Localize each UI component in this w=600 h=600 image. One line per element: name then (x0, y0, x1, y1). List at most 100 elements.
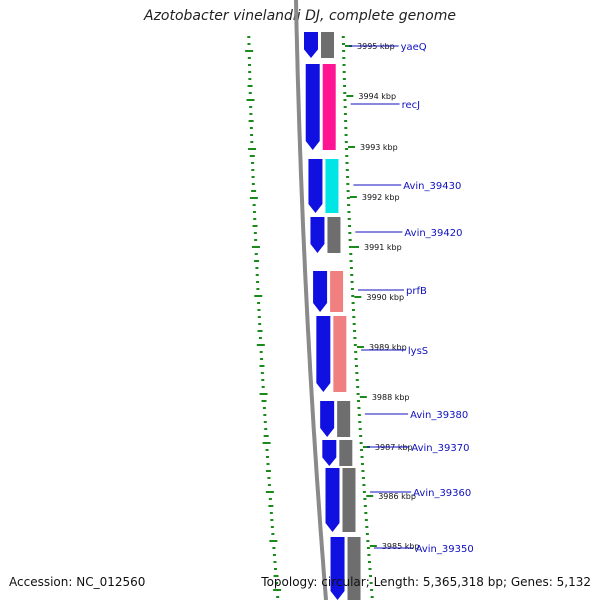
gene-label: prfB (406, 286, 427, 297)
genes-value: 5,132 (556, 575, 591, 589)
gc-dot-left (264, 428, 268, 430)
gc-dot-right (351, 295, 355, 297)
gc-dot-right (351, 302, 355, 304)
gc-dot-left (270, 526, 274, 528)
length-value: 5,365,318 bp (422, 575, 503, 589)
genes-label: Genes: (510, 575, 553, 589)
gc-dot-left (272, 554, 276, 556)
gc-dot-right (344, 120, 348, 122)
gc-dot-right (342, 57, 346, 59)
gc-dot-left (273, 575, 279, 577)
gene-category-box (339, 440, 353, 466)
gc-dot-left (248, 92, 252, 94)
gc-dot-left (266, 463, 270, 465)
gc-dot-left (259, 365, 265, 367)
map-title: Azotobacter vinelandii DJ, complete geno… (144, 8, 456, 24)
gene-label: Avin_39350 (416, 544, 474, 555)
gc-dot-left (248, 148, 257, 150)
cds-arrow (322, 440, 337, 466)
gc-dot-right (354, 365, 358, 367)
cds-arrow (304, 32, 319, 58)
gc-dot-right (345, 155, 349, 157)
gc-dot-left (269, 540, 278, 542)
gc-dot-right (360, 456, 364, 458)
gc-dot-right (353, 337, 357, 339)
gc-dot-left (257, 309, 261, 311)
gc-dot-right (359, 435, 363, 437)
gc-dot-right (345, 169, 349, 171)
gene-label: Avin_39370 (411, 443, 469, 454)
gene-label: lysS (408, 346, 428, 357)
gc-dot-right (366, 547, 370, 549)
gc-dot-left (258, 337, 262, 339)
gc-dot-left (254, 295, 263, 297)
gc-dot-right (357, 414, 361, 416)
gene-category-box (321, 32, 335, 58)
gene-label: recJ (402, 100, 421, 111)
gc-dot-left (255, 267, 259, 269)
gene-label-track: yaeQ recJ Avin_39430 Avin_39420 prfB lysS Avin… (349, 42, 474, 555)
gc-dot-right (343, 106, 347, 108)
gc-dot-left (267, 484, 271, 486)
gc-dot-left (272, 547, 276, 549)
gene-label: Avin_39360 (413, 488, 471, 499)
gc-dot-right (349, 267, 353, 269)
gc-dot-right (344, 141, 348, 143)
gc-dot-right (363, 498, 367, 500)
gc-dot-right (348, 225, 352, 227)
gc-dot-right (364, 519, 368, 521)
gc-dot-left (253, 218, 257, 220)
cds-track (304, 32, 361, 600)
gc-dot-right (363, 505, 367, 507)
gc-dot-left (267, 477, 271, 479)
gc-dot-left (252, 204, 256, 206)
gc-dot-right (347, 204, 351, 206)
gc-dot-right (341, 36, 345, 38)
gc-dot-right (356, 393, 360, 395)
gc-dot-right (362, 491, 366, 493)
gc-dot-right (365, 526, 369, 528)
gc-dot-right (353, 330, 357, 332)
gc-dot-left (254, 239, 258, 241)
cds-arrow (330, 537, 345, 600)
gc-dot-left (249, 113, 253, 115)
topology-info: Topology: circular; Length: 5,365,318 bp… (261, 575, 591, 589)
scale-tick-label: 3989 kbp (369, 343, 407, 352)
gc-dot-right (348, 246, 352, 248)
gc-dot-left (273, 561, 277, 563)
scale-tick-label: 3985 kbp (382, 542, 420, 551)
accession-label: Accession: (9, 575, 73, 589)
gc-dot-left (263, 435, 269, 437)
gc-dot-right (354, 358, 358, 360)
gc-dot-right (342, 64, 346, 66)
gc-dot-right (345, 162, 349, 164)
gc-dot-right (360, 449, 364, 451)
gc-dot-left (251, 169, 255, 171)
gc-dot-right (365, 533, 369, 535)
gc-dot-left (257, 316, 261, 318)
gc-dot-right (362, 484, 366, 486)
topology-label: Topology: (261, 575, 318, 589)
gc-dot-left (259, 351, 263, 353)
gc-dot-left (250, 134, 254, 136)
scale-tick-label: 3988 kbp (372, 393, 410, 402)
gc-dot-right (347, 218, 351, 220)
gc-dot-right (355, 379, 359, 381)
gc-dot-left (269, 512, 273, 514)
gc-dot-right (342, 50, 346, 52)
gc-dot-right (350, 281, 354, 283)
gc-dot-left (265, 449, 269, 451)
gc-dot-right (341, 43, 345, 45)
gc-dot-right (364, 512, 368, 514)
gc-dot-right (368, 568, 372, 570)
cds-arrow (305, 64, 320, 150)
gc-dot-left (257, 302, 261, 304)
backbone-track (294, 0, 328, 600)
gc-dot-right (360, 463, 364, 465)
gc-dot-left (247, 64, 251, 66)
cds-arrow (320, 401, 335, 437)
gene-label: Avin_39380 (410, 410, 468, 421)
gene-category-box (342, 468, 356, 532)
gc-dot-left (251, 176, 255, 178)
gene-category-box (333, 316, 347, 392)
